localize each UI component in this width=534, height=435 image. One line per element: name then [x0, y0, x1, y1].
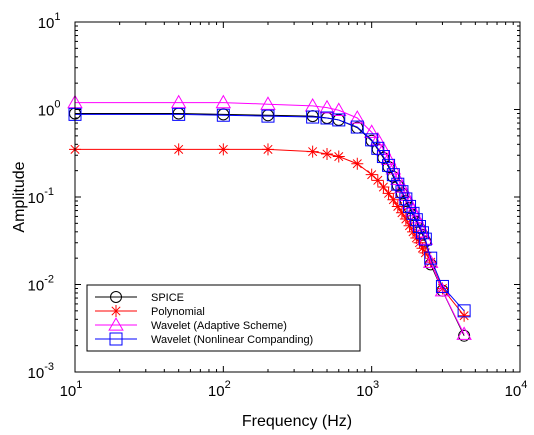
legend-item: SPICE	[95, 291, 184, 304]
legend-item: Wavelet (Adaptive Scheme)	[95, 317, 287, 332]
legend-marker	[109, 332, 123, 346]
legend-label: Wavelet (Adaptive Scheme)	[151, 320, 287, 332]
data-point	[387, 193, 400, 206]
data-point	[382, 187, 395, 200]
data-point	[403, 219, 416, 232]
y-tick-label: 10-3	[28, 361, 54, 382]
data-point	[436, 282, 449, 295]
data-point	[458, 309, 471, 322]
data-point	[172, 107, 186, 121]
y-tick-label: 101	[38, 11, 61, 32]
data-point	[261, 143, 274, 156]
y-tick-label: 100	[38, 99, 61, 120]
data-point	[260, 96, 276, 110]
data-point	[371, 174, 384, 187]
data-point	[458, 329, 471, 342]
series-line	[75, 113, 465, 336]
data-point	[403, 199, 417, 213]
data-point	[306, 145, 319, 158]
legend-label: SPICE	[151, 292, 184, 304]
legend-item: Wavelet (Nonlinear Companding)	[95, 332, 313, 346]
data-point	[435, 279, 449, 293]
data-point	[216, 108, 230, 122]
data-point	[330, 102, 347, 116]
data-point	[419, 246, 432, 259]
data-point	[457, 304, 471, 318]
y-tick-label: 10-1	[28, 186, 54, 207]
data-point	[365, 168, 378, 181]
svg-text:100: 100	[38, 99, 61, 120]
svg-text:10-1: 10-1	[28, 186, 54, 207]
legend-label: Polynomial	[151, 306, 205, 318]
data-point	[170, 94, 187, 109]
data-point	[416, 242, 429, 255]
legend-marker	[110, 305, 122, 317]
data-point	[377, 181, 390, 194]
data-point	[350, 120, 364, 134]
legend-marker	[108, 317, 124, 331]
data-point	[172, 143, 185, 156]
svg-text:10-3: 10-3	[28, 361, 54, 382]
data-point	[395, 185, 409, 199]
svg-text:101: 101	[60, 379, 83, 400]
axis-ticks	[74, 22, 520, 373]
x-axis-label: Frequency (Hz)	[242, 413, 352, 430]
legend-box	[86, 284, 361, 352]
x-tick-label: 103	[356, 379, 379, 400]
y-axis-label: Amplitude	[11, 161, 28, 232]
y-tick-label: 10-2	[28, 274, 54, 295]
data-point	[349, 110, 366, 124]
legend: SPICE Polynomial Wavelet (Adaptive Scheme)…	[86, 284, 361, 352]
svg-text:101: 101	[38, 11, 61, 32]
data-point	[376, 150, 390, 164]
data-point	[456, 326, 472, 340]
legend-marker	[110, 291, 122, 303]
data-point	[332, 113, 346, 127]
data-point	[306, 110, 320, 124]
data-point	[424, 251, 438, 265]
series-square	[68, 107, 471, 318]
legend-item: Polynomial	[95, 305, 205, 318]
x-tick-label: 104	[505, 379, 528, 400]
x-tick-label: 101	[60, 379, 83, 400]
legend-label: Wavelet (Nonlinear Companding)	[151, 334, 313, 346]
data-point	[217, 143, 230, 156]
data-point	[332, 150, 345, 163]
data-point	[321, 148, 334, 161]
data-point	[386, 168, 400, 182]
data-point	[409, 213, 423, 227]
data-point	[391, 177, 405, 191]
data-point	[418, 232, 432, 246]
data-point	[399, 192, 413, 206]
data-point	[399, 213, 412, 226]
data-point	[382, 158, 396, 172]
data-point	[261, 109, 275, 123]
svg-text:103: 103	[356, 379, 379, 400]
data-point	[401, 195, 418, 209]
data-point	[395, 206, 408, 219]
data-point	[319, 99, 335, 114]
svg-text:102: 102	[208, 379, 231, 400]
svg-text:10-2: 10-2	[28, 274, 54, 295]
data-point	[351, 157, 364, 170]
data-point	[422, 254, 439, 268]
axis-tick-labels: 101 102 103 104 10-3 10-2 10-1 100 101	[28, 11, 528, 400]
data-point	[363, 124, 380, 138]
x-tick-label: 102	[208, 379, 231, 400]
svg-text:104: 104	[505, 379, 528, 400]
plot-series	[67, 94, 472, 342]
data-point	[391, 200, 404, 213]
data-point	[215, 94, 232, 109]
